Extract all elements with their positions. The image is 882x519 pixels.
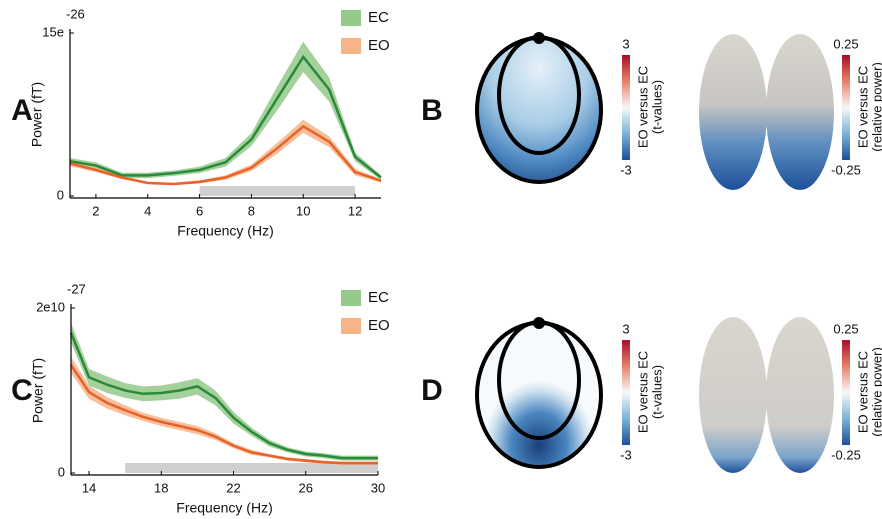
panel-label: D: [421, 374, 443, 407]
colorbar: [842, 55, 850, 160]
legend-swatch: [341, 318, 361, 334]
line: [69, 364, 378, 465]
line: [69, 54, 382, 179]
error-band: [70, 41, 381, 180]
y-tick-label: 0: [57, 187, 64, 202]
y-offset-label: -27: [67, 281, 86, 296]
colorbar-min: -0.25: [831, 162, 861, 177]
legend-label: EO: [368, 37, 390, 54]
colorbar-sublabel: (t-values): [649, 365, 664, 419]
line: [69, 332, 378, 460]
highlight-bar: [199, 186, 356, 196]
colorbar-label: EO versus EC: [855, 351, 870, 433]
highlight-bar: [125, 463, 378, 473]
x-tick-label: 12: [348, 203, 362, 218]
colorbar-label: EO versus EC: [635, 66, 650, 148]
colorbar-min: -3: [620, 162, 632, 177]
colorbar-min: -3: [620, 447, 632, 462]
colorbar-sublabel: (t-values): [649, 80, 664, 134]
y-axis-label: Power (fT): [29, 82, 45, 147]
colorbar-max: 0.25: [833, 36, 858, 51]
brain-d: [699, 317, 834, 473]
legend-label: EC: [368, 9, 389, 26]
colorbar-max: 3: [622, 36, 629, 51]
line: [69, 124, 382, 186]
x-tick-label: 8: [248, 203, 255, 218]
y-tick-label: 15e: [42, 24, 64, 39]
panel-label: B: [421, 94, 443, 127]
topomap-b: [475, 32, 603, 184]
colorbar-max: 3: [622, 321, 629, 336]
topomap-d: [475, 317, 603, 469]
error-band: [71, 356, 378, 465]
legend-label: EO: [368, 317, 390, 334]
y-axis-label: Power (fT): [30, 358, 46, 423]
y-tick-label: 0: [58, 464, 65, 479]
colorbar-min: -0.25: [831, 447, 861, 462]
legend-swatch: [341, 38, 361, 54]
panel-label: A: [11, 94, 33, 127]
x-tick-label: 2: [92, 203, 99, 218]
x-tick-label: 14: [82, 480, 96, 495]
colorbar-sublabel: (relative power): [869, 347, 882, 437]
panel-label: C: [11, 374, 33, 407]
x-tick-label: 30: [371, 480, 385, 495]
legend-swatch: [341, 10, 361, 26]
x-tick-label: 6: [196, 203, 203, 218]
y-offset-label: -26: [66, 6, 85, 21]
colorbar: [842, 340, 850, 445]
colorbar-label: EO versus EC: [635, 351, 650, 433]
legend-swatch: [341, 290, 361, 306]
brain-b: [699, 34, 834, 190]
legend-label: EC: [368, 289, 389, 306]
x-tick-label: 4: [144, 203, 151, 218]
colorbar-sublabel: (relative power): [869, 62, 882, 152]
x-tick-label: 10: [296, 203, 310, 218]
y-tick-label: 2e10: [36, 299, 65, 314]
colorbar-label: EO versus EC: [855, 66, 870, 148]
colorbar: [622, 340, 630, 445]
colorbar: [622, 55, 630, 160]
x-tick-label: 18: [154, 480, 168, 495]
colorbar-max: 0.25: [833, 321, 858, 336]
x-axis-label: Frequency (Hz): [177, 223, 273, 239]
x-tick-label: 22: [226, 480, 240, 495]
x-axis-label: Frequency (Hz): [176, 500, 272, 516]
x-tick-label: 26: [299, 480, 313, 495]
